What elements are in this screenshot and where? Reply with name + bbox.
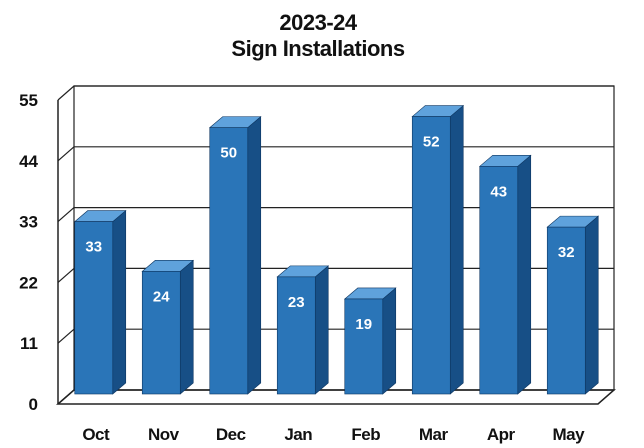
x-tick-label: Jan <box>284 425 312 444</box>
x-tick-label: Nov <box>148 425 180 444</box>
bar-front <box>276 276 316 395</box>
bar-oct: 33 <box>73 209 127 395</box>
bar-front <box>479 166 519 395</box>
y-axis-ticks: 0 11 22 33 44 55 <box>19 91 38 414</box>
bar-side <box>517 154 532 395</box>
data-label: 33 <box>85 239 102 256</box>
data-label: 50 <box>220 145 237 162</box>
bar-front <box>546 226 586 395</box>
x-tick-label: May <box>552 425 585 444</box>
bar-dec: 50 <box>208 115 262 395</box>
bar-side <box>449 104 464 395</box>
data-label: 19 <box>355 316 372 333</box>
gridline-depth <box>57 207 75 223</box>
chart-title: 2023-24 <box>279 10 358 35</box>
bar-front <box>209 127 249 395</box>
y-tick-label: 55 <box>19 91 38 110</box>
x-tick-label: Apr <box>487 425 516 444</box>
data-label: 32 <box>558 244 575 261</box>
y-tick-label: 11 <box>20 334 38 353</box>
x-tick-label: Feb <box>351 425 380 444</box>
x-axis-ticks: Oct Nov Dec Jan Feb Mar Apr May <box>82 425 585 444</box>
x-tick-label: Oct <box>82 425 110 444</box>
chart-subtitle: Sign Installations <box>231 36 404 61</box>
floor <box>56 389 616 405</box>
chart-bars: 33 24 50 23 19 52 43 32 <box>73 104 600 395</box>
bar-may: 32 <box>546 215 600 395</box>
bar-apr: 43 <box>478 154 532 395</box>
x-tick-label: Mar <box>419 425 449 444</box>
bar-side <box>382 287 397 395</box>
x-tick-label: Dec <box>216 425 246 444</box>
y-tick-label: 44 <box>19 152 38 171</box>
bar-front <box>411 116 451 395</box>
y-tick-label: 33 <box>19 213 38 232</box>
bar-side <box>112 209 127 395</box>
bar-side <box>247 115 262 395</box>
gridline-depth <box>57 389 75 405</box>
gridline-depth <box>57 328 75 344</box>
bar-side <box>314 265 329 395</box>
bar-front <box>344 298 384 395</box>
bar-side <box>179 259 194 395</box>
bar-nov: 24 <box>141 259 195 395</box>
bar-mar: 52 <box>411 104 465 395</box>
bar-jan: 23 <box>276 265 330 395</box>
data-label: 24 <box>153 288 170 305</box>
bar-side <box>584 215 599 395</box>
gridline-depth <box>57 85 75 101</box>
gridline-depth <box>57 267 75 283</box>
y-tick-label: 22 <box>19 273 38 292</box>
bar-front <box>74 221 114 395</box>
data-label: 43 <box>490 183 507 200</box>
data-label: 52 <box>423 134 440 151</box>
y-tick-label: 0 <box>29 395 38 414</box>
data-label: 23 <box>288 294 305 311</box>
bar-feb: 19 <box>343 287 397 395</box>
gridline-depth <box>57 146 75 162</box>
bar-front <box>141 271 181 395</box>
